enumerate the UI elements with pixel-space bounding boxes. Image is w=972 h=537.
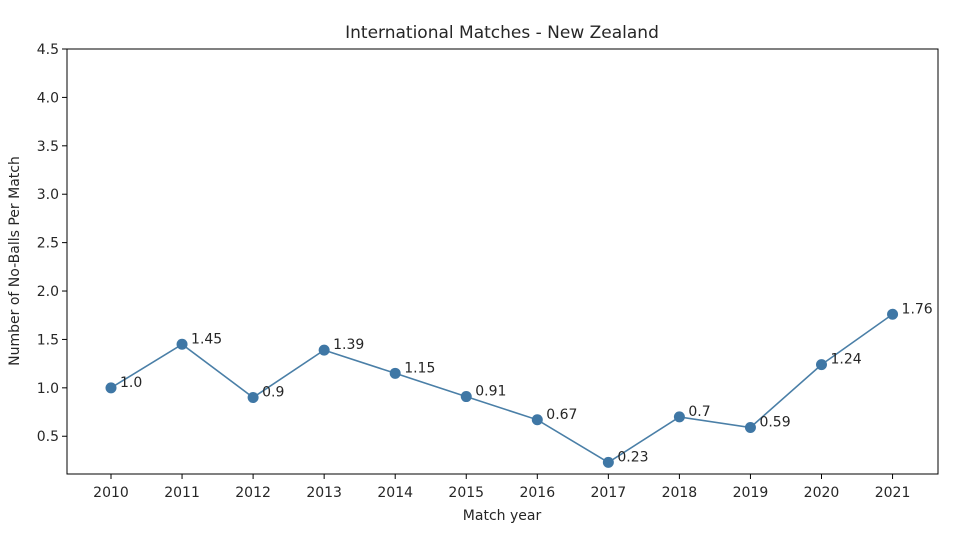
data-point — [318, 344, 330, 356]
y-tick-label: 4.5 — [37, 42, 59, 58]
data-label: 1.39 — [333, 337, 364, 353]
x-tick-label: 2020 — [804, 485, 840, 501]
x-tick-label: 2011 — [164, 485, 200, 501]
y-tick-label: 1.5 — [37, 332, 59, 348]
data-label: 0.59 — [759, 415, 790, 431]
data-point — [816, 359, 827, 371]
x-tick-label: 2017 — [591, 485, 627, 501]
y-axis-label: Number of No-Balls Per Match — [7, 156, 23, 366]
data-label: 1.15 — [404, 360, 435, 376]
plot-frame — [66, 48, 939, 475]
data-point — [176, 338, 188, 350]
y-tick-label: 3.5 — [37, 139, 59, 155]
data-point — [744, 422, 756, 434]
data-point — [602, 456, 614, 468]
chart-title: International Matches - New Zealand — [345, 23, 659, 43]
x-axis: 2010 2011 2012 2013 2014 2015 2016 2017 2018 2019… — [93, 474, 910, 501]
data-label: 1.24 — [831, 352, 862, 368]
x-tick-label: 2019 — [733, 485, 769, 501]
data-point — [887, 308, 899, 320]
y-tick-label: 3.0 — [37, 187, 59, 203]
data-point — [460, 391, 472, 403]
y-tick-label: 1.0 — [37, 381, 59, 397]
data-label: 0.91 — [475, 384, 506, 400]
data-labels: 1.0 1.45 0.9 1.39 1.15 0.91 0.67 0.23 0.7 0.59 1.2… — [120, 301, 933, 465]
data-label: 0.9 — [262, 385, 284, 401]
y-tick-label: 0.5 — [37, 429, 59, 445]
data-point — [105, 382, 117, 394]
data-point — [531, 414, 543, 426]
y-axis: 0.5 1.0 1.5 2.0 2.5 3.0 3.5 4.0 4.5 — [37, 42, 67, 445]
y-tick-label: 2.0 — [37, 284, 59, 300]
data-label: 1.45 — [191, 331, 222, 347]
series-markers — [105, 308, 899, 468]
y-tick-label: 4.0 — [37, 90, 59, 106]
x-tick-label: 2015 — [448, 485, 484, 501]
x-tick-label: 2014 — [377, 485, 413, 501]
data-point — [389, 367, 401, 379]
y-tick-label: 2.5 — [37, 236, 59, 252]
x-tick-label: 2018 — [662, 485, 698, 501]
data-label: 1.0 — [120, 375, 142, 391]
data-label: 0.23 — [617, 449, 648, 465]
data-label: 0.67 — [546, 407, 577, 423]
data-label: 0.7 — [688, 404, 710, 420]
data-point — [247, 392, 259, 404]
x-tick-label: 2021 — [875, 485, 911, 501]
data-point — [673, 411, 685, 423]
x-axis-label: Match year — [463, 508, 542, 524]
data-label: 1.76 — [902, 301, 933, 317]
x-tick-label: 2013 — [306, 485, 342, 501]
x-tick-label: 2016 — [519, 485, 555, 501]
series-line — [110, 313, 893, 464]
x-tick-label: 2010 — [93, 485, 129, 501]
x-tick-label: 2012 — [235, 485, 271, 501]
